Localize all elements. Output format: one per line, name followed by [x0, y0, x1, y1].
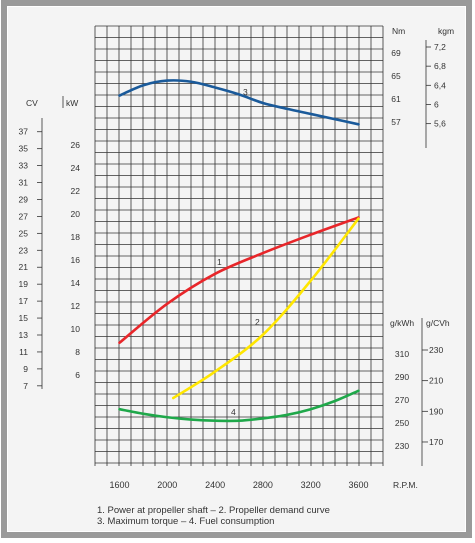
kgm-tick-label: 6: [434, 99, 439, 109]
gkwh-tick-label: 250: [395, 418, 409, 428]
kgm-axis-title: kgm: [438, 26, 454, 36]
kgm-tick-label: 6,4: [434, 80, 446, 90]
cv-tick-label: 31: [19, 178, 29, 188]
series-2-line: [171, 217, 360, 400]
caption-line: 1. Power at propeller shaft – 2. Propell…: [97, 505, 330, 516]
nm-tick-label: 61: [391, 94, 401, 104]
kw-tick-label: 18: [71, 232, 81, 242]
kw-tick-label: 8: [75, 347, 80, 357]
gkwh-tick-label: 230: [395, 441, 409, 451]
kgm-tick-label: 7,2: [434, 42, 446, 52]
x-tick-label: 2400: [205, 480, 225, 490]
series-4-line: [118, 389, 360, 423]
series-2-label: 2: [255, 317, 260, 327]
cv-tick-label: 15: [19, 313, 29, 323]
cv-tick-label: 33: [19, 161, 29, 171]
x-axis-title: R.P.M.: [393, 480, 418, 490]
kw-tick-label: 16: [71, 255, 81, 265]
cv-tick-label: 13: [19, 330, 29, 340]
kw-tick-label: 10: [71, 324, 81, 334]
gcvh-tick-label: 170: [429, 437, 443, 447]
cv-tick-label: 19: [19, 279, 29, 289]
x-tick-label: 2000: [157, 480, 177, 490]
x-tick-label: 2800: [253, 480, 273, 490]
kw-tick-label: 26: [71, 140, 81, 150]
nm-tick-label: 69: [391, 48, 401, 58]
series-3-line: [118, 79, 360, 126]
x-tick-label: 1600: [109, 480, 129, 490]
kw-tick-label: 6: [75, 370, 80, 380]
cv-tick-label: 17: [19, 296, 29, 306]
chart-panel: [8, 7, 465, 531]
x-tick-label: 3600: [348, 480, 368, 490]
gcvh-axis-title: g/CVh: [426, 318, 450, 328]
cv-tick-label: 35: [19, 144, 29, 154]
gkwh-axis-title: g/kWh: [390, 318, 414, 328]
cv-tick-label: 29: [19, 194, 29, 204]
nm-tick-label: 65: [391, 71, 401, 81]
cv-tick-label: 21: [19, 262, 29, 272]
gcvh-tick-label: 230: [429, 345, 443, 355]
cv-tick-label: 7: [23, 381, 28, 391]
kw-tick-label: 14: [71, 278, 81, 288]
gcvh-tick-label: 210: [429, 376, 443, 386]
gkwh-tick-label: 310: [395, 349, 409, 359]
series-4-label: 4: [231, 407, 236, 417]
x-tick-label: 3200: [301, 480, 321, 490]
cv-axis-title: CV: [26, 98, 38, 108]
series-1-label: 1: [217, 257, 222, 267]
gkwh-tick-label: 270: [395, 395, 409, 405]
cv-tick-label: 27: [19, 211, 29, 221]
series-3-label: 3: [243, 87, 248, 97]
series-1-line: [118, 216, 360, 345]
cv-tick-label: 11: [19, 347, 28, 357]
cv-tick-label: 9: [23, 364, 28, 374]
kgm-tick-label: 6,8: [434, 61, 446, 71]
cv-tick-label: 37: [19, 127, 29, 137]
cv-tick-label: 23: [19, 245, 29, 255]
kw-tick-label: 12: [71, 301, 81, 311]
kgm-tick-label: 5,6: [434, 119, 446, 129]
kw-tick-label: 20: [71, 209, 81, 219]
gkwh-tick-label: 290: [395, 372, 409, 382]
caption-line: 3. Maximum torque – 4. Fuel consumption: [97, 516, 274, 527]
gcvh-tick-label: 190: [429, 406, 443, 416]
kw-tick-label: 22: [71, 186, 81, 196]
nm-axis-title: Nm: [392, 26, 405, 36]
kw-axis-title: kW: [66, 98, 78, 108]
cv-tick-label: 25: [19, 228, 29, 238]
kw-tick-label: 24: [71, 163, 81, 173]
nm-tick-label: 57: [391, 117, 401, 127]
